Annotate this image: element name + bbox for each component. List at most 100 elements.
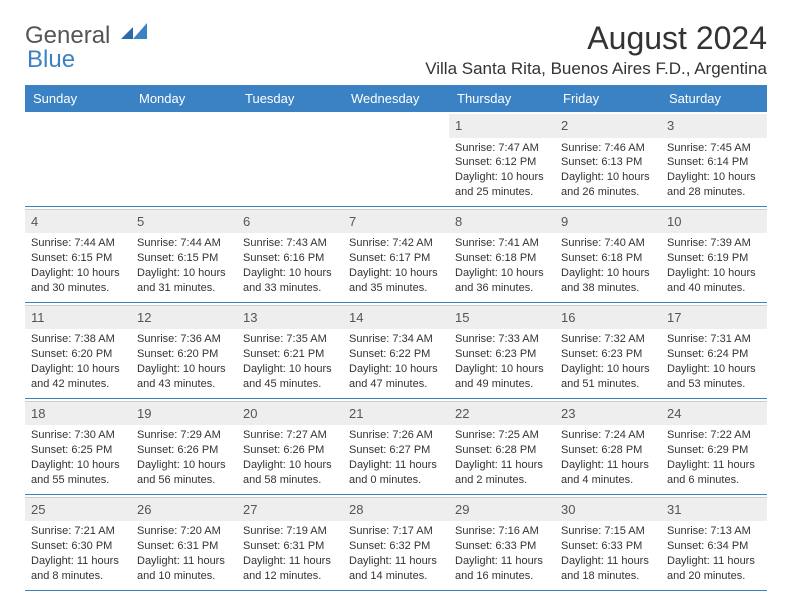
day-number: 25 [25, 497, 131, 522]
day-header: Monday [131, 85, 237, 112]
sunrise-text: Sunrise: 7:30 AM [31, 428, 125, 443]
sunset-text: Sunset: 6:23 PM [561, 347, 655, 362]
daylight-text: Daylight: 10 hours [31, 458, 125, 473]
sunset-text: Sunset: 6:28 PM [561, 443, 655, 458]
sunrise-text: Sunrise: 7:13 AM [667, 524, 761, 539]
sunrise-text: Sunrise: 7:34 AM [349, 332, 443, 347]
daylight-text: and 12 minutes. [243, 569, 337, 584]
day-number: 2 [555, 114, 661, 138]
sunrise-text: Sunrise: 7:26 AM [349, 428, 443, 443]
sunset-text: Sunset: 6:20 PM [137, 347, 231, 362]
calendar-day: 8Sunrise: 7:41 AMSunset: 6:18 PMDaylight… [449, 207, 555, 302]
calendar-day: 10Sunrise: 7:39 AMSunset: 6:19 PMDayligh… [661, 207, 767, 302]
sunrise-text: Sunrise: 7:47 AM [455, 141, 549, 156]
sunrise-text: Sunrise: 7:44 AM [137, 236, 231, 251]
day-number: 6 [237, 209, 343, 234]
sunrise-text: Sunrise: 7:17 AM [349, 524, 443, 539]
calendar-day: 3Sunrise: 7:45 AMSunset: 6:14 PMDaylight… [661, 112, 767, 206]
daylight-text: and 56 minutes. [137, 473, 231, 488]
sunset-text: Sunset: 6:27 PM [349, 443, 443, 458]
calendar-day: 14Sunrise: 7:34 AMSunset: 6:22 PMDayligh… [343, 303, 449, 398]
day-number: 7 [343, 209, 449, 234]
calendar-day: 9Sunrise: 7:40 AMSunset: 6:18 PMDaylight… [555, 207, 661, 302]
daylight-text: and 47 minutes. [349, 377, 443, 392]
sunrise-text: Sunrise: 7:20 AM [137, 524, 231, 539]
daylight-text: Daylight: 11 hours [31, 554, 125, 569]
daylight-text: and 35 minutes. [349, 281, 443, 296]
calendar-day: 16Sunrise: 7:32 AMSunset: 6:23 PMDayligh… [555, 303, 661, 398]
header: General Blue August 2024 Villa Santa Rit… [25, 20, 767, 79]
calendar-day: 25Sunrise: 7:21 AMSunset: 6:30 PMDayligh… [25, 495, 131, 590]
sunrise-text: Sunrise: 7:33 AM [455, 332, 549, 347]
day-number: 13 [237, 305, 343, 330]
calendar-week: 11 Sunrise: 7:38 AM Sunset: 6:20 PM Dayligh… [25, 303, 767, 399]
daylight-text: and 33 minutes. [243, 281, 337, 296]
day-number: 1 [449, 114, 555, 138]
daylight-text: and 18 minutes. [561, 569, 655, 584]
day-number: 15 [449, 305, 555, 330]
day-number: 22 [449, 401, 555, 426]
daylight-text: Daylight: 10 hours [137, 266, 231, 281]
sunrise-text: Sunrise: 7:41 AM [455, 236, 549, 251]
sunset-text: Sunset: 6:18 PM [561, 251, 655, 266]
brand-part1: General [25, 22, 110, 49]
calendar-day: 27Sunrise: 7:19 AMSunset: 6:31 PMDayligh… [237, 495, 343, 590]
daylight-text: Daylight: 10 hours [137, 458, 231, 473]
daylight-text: Daylight: 10 hours [455, 362, 549, 377]
day-header: Saturday [661, 85, 767, 112]
day-number: 18 [25, 401, 131, 426]
sunset-text: Sunset: 6:15 PM [137, 251, 231, 266]
day-number: 27 [237, 497, 343, 522]
sunrise-text: Sunrise: 7:46 AM [561, 141, 655, 156]
sunset-text: Sunset: 6:21 PM [243, 347, 337, 362]
daylight-text: and 45 minutes. [243, 377, 337, 392]
sunrise-text: Sunrise: 7:15 AM [561, 524, 655, 539]
calendar-day: 19Sunrise: 7:29 AMSunset: 6:26 PMDayligh… [131, 399, 237, 494]
sunrise-text: Sunrise: 7:40 AM [561, 236, 655, 251]
sunrise-text: Sunrise: 7:38 AM [31, 332, 125, 347]
daylight-text: and 38 minutes. [561, 281, 655, 296]
sunrise-text: Sunrise: 7:16 AM [455, 524, 549, 539]
daylight-text: and 58 minutes. [243, 473, 337, 488]
sunrise-text: Sunrise: 7:32 AM [561, 332, 655, 347]
sunrise-text: Sunrise: 7:43 AM [243, 236, 337, 251]
sunset-text: Sunset: 6:23 PM [455, 347, 549, 362]
day-number: 31 [661, 497, 767, 522]
day-header-row: Sunday Monday Tuesday Wednesday Thursday… [25, 85, 767, 112]
day-number: 3 [661, 114, 767, 138]
sunset-text: Sunset: 6:31 PM [243, 539, 337, 554]
sunset-text: Sunset: 6:32 PM [349, 539, 443, 554]
daylight-text: Daylight: 11 hours [667, 554, 761, 569]
calendar-day: 21Sunrise: 7:26 AMSunset: 6:27 PMDayligh… [343, 399, 449, 494]
daylight-text: Daylight: 11 hours [455, 554, 549, 569]
daylight-text: and 10 minutes. [137, 569, 231, 584]
day-number: 21 [343, 401, 449, 426]
calendar-day: 6Sunrise: 7:43 AMSunset: 6:16 PMDaylight… [237, 207, 343, 302]
daylight-text: Daylight: 11 hours [455, 458, 549, 473]
calendar-day: 4Sunrise: 7:44 AMSunset: 6:15 PMDaylight… [25, 207, 131, 302]
sunset-text: Sunset: 6:22 PM [349, 347, 443, 362]
day-header: Tuesday [237, 85, 343, 112]
daylight-text: and 16 minutes. [455, 569, 549, 584]
calendar-day: 24Sunrise: 7:22 AMSunset: 6:29 PMDayligh… [661, 399, 767, 494]
sunset-text: Sunset: 6:19 PM [667, 251, 761, 266]
day-number: 11 [25, 305, 131, 330]
sunset-text: Sunset: 6:31 PM [137, 539, 231, 554]
daylight-text: Daylight: 10 hours [349, 266, 443, 281]
day-number: 4 [25, 209, 131, 234]
sunset-text: Sunset: 6:13 PM [561, 155, 655, 170]
sunset-text: Sunset: 6:28 PM [455, 443, 549, 458]
calendar-week: 18Sunrise: 7:30 AMSunset: 6:25 PMDayligh… [25, 399, 767, 495]
daylight-text: and 8 minutes. [31, 569, 125, 584]
day-number: 28 [343, 497, 449, 522]
brand-logo: General Blue [25, 24, 147, 72]
sunrise-text: Sunrise: 7:31 AM [667, 332, 761, 347]
calendar-day: . [131, 112, 237, 206]
day-number: 17 [661, 305, 767, 330]
day-number: 30 [555, 497, 661, 522]
sunrise-text: Sunrise: 7:42 AM [349, 236, 443, 251]
daylight-text: and 53 minutes. [667, 377, 761, 392]
day-number: 26 [131, 497, 237, 522]
day-number: 16 [555, 305, 661, 330]
daylight-text: and 55 minutes. [31, 473, 125, 488]
